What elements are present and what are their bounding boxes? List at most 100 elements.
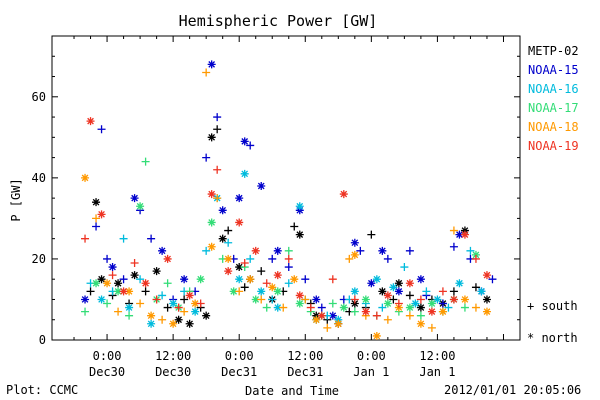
point-north [427,299,436,308]
legend-entry-noaa-18: NOAA-18 [528,120,579,134]
point-north [141,279,150,288]
point-north [130,194,139,203]
point-north [405,279,414,288]
point-south [405,311,414,320]
point-north [103,279,112,288]
point-north [81,295,90,304]
point-north [334,315,343,324]
point-north [438,307,447,316]
point-south [449,287,458,296]
point-north [196,275,205,284]
point-north [251,295,260,304]
point-south [284,263,293,272]
point-north [268,283,277,292]
point-north [97,275,106,284]
point-south [471,254,480,263]
point-north [433,295,442,304]
point-north [125,287,134,296]
point-north [273,271,282,280]
point-north [477,287,486,296]
y-tick-label: 60 [32,90,46,104]
point-south [427,323,436,332]
x-tick-time: 12:00 [419,349,455,363]
point-south [262,279,271,288]
x-tick-time: 0:00 [93,349,122,363]
point-north [185,291,194,300]
point-south [284,279,293,288]
point-north [339,190,348,199]
point-south [350,307,359,316]
x-tick-date: Jan 1 [353,365,389,379]
y-axis-label: P [GW] [9,178,23,221]
point-south [438,287,447,296]
point-south [235,287,244,296]
point-south [389,295,398,304]
point-north [295,299,304,308]
point-south [306,303,315,312]
point-south [119,275,128,284]
point-south [119,234,128,243]
point-north [147,319,156,328]
point-north [378,287,387,296]
point-north [191,299,200,308]
point-north [97,210,106,219]
point-north [257,287,266,296]
point-north [81,173,90,182]
point-south [136,299,145,308]
point-north [218,206,227,215]
point-south [180,307,189,316]
y-tick-label: 0 [39,333,46,347]
point-north [416,319,425,328]
series-metp-02 [86,125,491,328]
point-north [251,246,260,255]
point-north [312,295,321,304]
point-north [361,295,370,304]
point-south [383,315,392,324]
point-south [460,303,469,312]
point-north [334,319,343,328]
x-tick-date: Dec30 [89,365,125,379]
series-noaa-17 [81,157,480,320]
point-north [207,218,216,227]
point-south [488,275,497,284]
point-north [350,287,359,296]
point-south [471,283,480,292]
point-south [213,194,222,203]
point-north [361,307,370,316]
point-north [317,311,326,320]
point-south [103,254,112,263]
point-north [207,133,216,142]
point-north [350,238,359,247]
point-south [97,125,106,134]
chart-title: Hemispheric Power [GW] [179,12,378,30]
point-south [202,246,211,255]
x-axis-label: Date and Time [245,384,339,398]
point-south [196,299,205,308]
footer-credit: Plot: CCMC [6,383,79,397]
point-south [405,291,414,300]
point-south [141,157,150,166]
point-north [471,250,480,259]
point-north [169,319,178,328]
legend: METP-02 NOAA-15 NOAA-16 NOAA-17 NOAA-18 NOAA-… [528,44,579,153]
point-south [152,295,161,304]
point-north [405,303,414,312]
point-south [378,303,387,312]
point-south [466,246,475,255]
point-south [323,323,332,332]
point-south [449,242,458,251]
point-north [394,287,403,296]
footer-timestamp: 2012/01/01 20:05:06 [444,383,582,397]
legend-entry-noaa-17: NOAA-17 [528,101,579,115]
point-south [438,299,447,308]
point-north [295,202,304,211]
point-north [482,271,491,280]
point-north [455,230,464,239]
point-south [202,153,211,162]
point-north [174,315,183,324]
point-south [240,283,249,292]
point-north [86,117,95,126]
x-tick-date: Jan 1 [419,365,455,379]
point-north [108,263,117,272]
point-south [257,267,266,276]
